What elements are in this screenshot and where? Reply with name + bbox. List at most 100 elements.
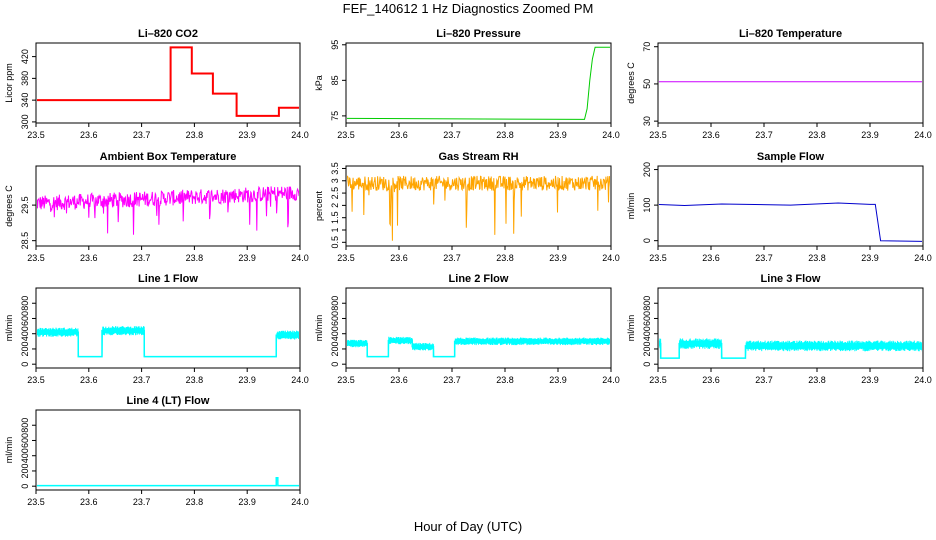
x-tick-label: 24.0 <box>291 130 309 140</box>
x-tick-label: 23.5 <box>27 130 45 140</box>
x-tick-label: 23.6 <box>80 497 98 507</box>
y-tick-label: 600 <box>642 311 652 326</box>
x-tick-label: 23.9 <box>238 375 256 385</box>
y-tick-label: 0 <box>330 362 340 367</box>
series-line <box>347 336 610 358</box>
chart-panel-8: Line 2 Flow ml/min 23.5 23.6 23.7 23.8 23.9 24.… <box>314 273 620 385</box>
panel-title: Li–820 Temperature <box>739 28 842 40</box>
y-tick-label: 600 <box>20 433 30 448</box>
series-step-line <box>37 477 299 487</box>
y-tick-label: 70 <box>642 42 652 52</box>
y-tick-label: 340 <box>20 93 30 108</box>
x-tick-label: 23.7 <box>133 375 151 385</box>
x-tick-label: 23.5 <box>649 253 667 263</box>
panel-title: Li–820 Pressure <box>436 28 520 40</box>
y-tick-label: 2.5 <box>330 187 340 200</box>
x-tick-label: 23.6 <box>702 375 720 385</box>
y-tick-label: 200 <box>642 341 652 356</box>
x-tick-label: 23.5 <box>337 253 355 263</box>
y-tick-label: 600 <box>330 311 340 326</box>
x-tick-label: 23.8 <box>186 375 204 385</box>
data-layer <box>347 336 610 358</box>
series-line <box>37 326 299 358</box>
x-tick-label: 23.6 <box>80 375 98 385</box>
x-tick-label: 23.5 <box>649 375 667 385</box>
y-tick-label: 380 <box>20 71 30 86</box>
x-tick-label: 23.6 <box>702 130 720 140</box>
panel-title: Line 1 Flow <box>138 273 198 285</box>
x-tick-label: 24.0 <box>291 497 309 507</box>
x-tick-label: 23.5 <box>27 497 45 507</box>
x-tick-label: 23.9 <box>861 253 879 263</box>
y-tick-label: 400 <box>20 326 30 341</box>
plot-frame <box>657 287 924 369</box>
x-tick-label: 23.9 <box>549 130 567 140</box>
panel-title: Li–820 CO2 <box>138 28 198 40</box>
plot-frame <box>345 287 612 369</box>
x-tick-label: 23.8 <box>496 375 514 385</box>
x-tick-label: 24.0 <box>291 375 309 385</box>
series-line <box>37 185 299 235</box>
y-tick-label: 95 <box>330 40 340 50</box>
chart-panel-2: Li–820 Pressure kPa 23.5 23.6 23.7 23.8 23.9 24… <box>314 28 620 140</box>
series-line <box>659 202 922 242</box>
x-tick-label: 24.0 <box>602 375 620 385</box>
data-layer <box>347 46 610 120</box>
x-tick-label: 23.6 <box>390 253 408 263</box>
y-tick-label: 0 <box>20 362 30 367</box>
x-tick-label: 23.7 <box>443 375 461 385</box>
chart-panel-3: Li–820 Temperature degrees C 23.5 23.6 23.7 2… <box>626 28 932 140</box>
x-tick-label: 23.9 <box>549 253 567 263</box>
y-tick-label: 100 <box>642 198 652 213</box>
x-tick-label: 23.8 <box>808 130 826 140</box>
x-tick-label: 23.9 <box>861 130 879 140</box>
y-tick-label: 3 <box>330 178 340 183</box>
y-tick-label: 29.5 <box>20 196 30 214</box>
panel-title: Sample Flow <box>757 151 825 163</box>
y-axis-label: ml/min <box>4 315 14 342</box>
x-tick-label: 23.7 <box>133 130 151 140</box>
y-tick-label: 200 <box>642 162 652 177</box>
plot-frame <box>657 42 924 124</box>
x-tick-label: 23.8 <box>808 375 826 385</box>
y-axis-label: degrees C <box>626 62 636 104</box>
x-tick-label: 23.9 <box>238 253 256 263</box>
x-tick-label: 23.6 <box>702 253 720 263</box>
y-tick-label: 420 <box>20 49 30 64</box>
y-tick-label: 300 <box>20 114 30 129</box>
x-tick-label: 23.7 <box>133 497 151 507</box>
x-tick-label: 23.7 <box>755 375 773 385</box>
y-tick-label: 800 <box>642 296 652 311</box>
y-axis-label: ml/min <box>4 437 14 464</box>
y-tick-label: 50 <box>642 79 652 89</box>
panel-title: Ambient Box Temperature <box>100 151 237 163</box>
x-tick-label: 24.0 <box>914 130 932 140</box>
chart-panel-1: Li–820 CO2 Licor ppm 23.5 23.6 23.7 23.8 23.9 2… <box>4 28 309 140</box>
series-line <box>37 477 299 487</box>
panel-title: Line 2 Flow <box>449 273 509 285</box>
x-tick-label: 24.0 <box>602 253 620 263</box>
y-tick-label: 800 <box>330 296 340 311</box>
series-line <box>347 175 610 241</box>
y-tick-label: 0 <box>642 238 652 243</box>
x-tick-label: 23.9 <box>549 375 567 385</box>
plot-frame <box>35 42 301 124</box>
y-tick-label: 75 <box>330 111 340 121</box>
series-line <box>347 46 610 120</box>
data-layer <box>659 202 922 242</box>
panel-title: Line 4 (LT) Flow <box>127 395 210 407</box>
y-tick-label: 200 <box>20 341 30 356</box>
y-tick-label: 1.5 <box>330 211 340 224</box>
y-tick-label: 400 <box>20 448 30 463</box>
x-tick-label: 23.6 <box>390 375 408 385</box>
y-tick-label: 30 <box>642 116 652 126</box>
y-tick-label: 28.5 <box>20 232 30 250</box>
plot-frame <box>35 409 301 491</box>
y-tick-label: 0 <box>20 484 30 489</box>
x-tick-label: 23.7 <box>755 253 773 263</box>
chart-panel-10: Line 4 (LT) Flow ml/min 23.5 23.6 23.7 23.8 23… <box>4 395 309 507</box>
data-layer <box>37 326 299 358</box>
y-tick-label: 1 <box>330 227 340 232</box>
